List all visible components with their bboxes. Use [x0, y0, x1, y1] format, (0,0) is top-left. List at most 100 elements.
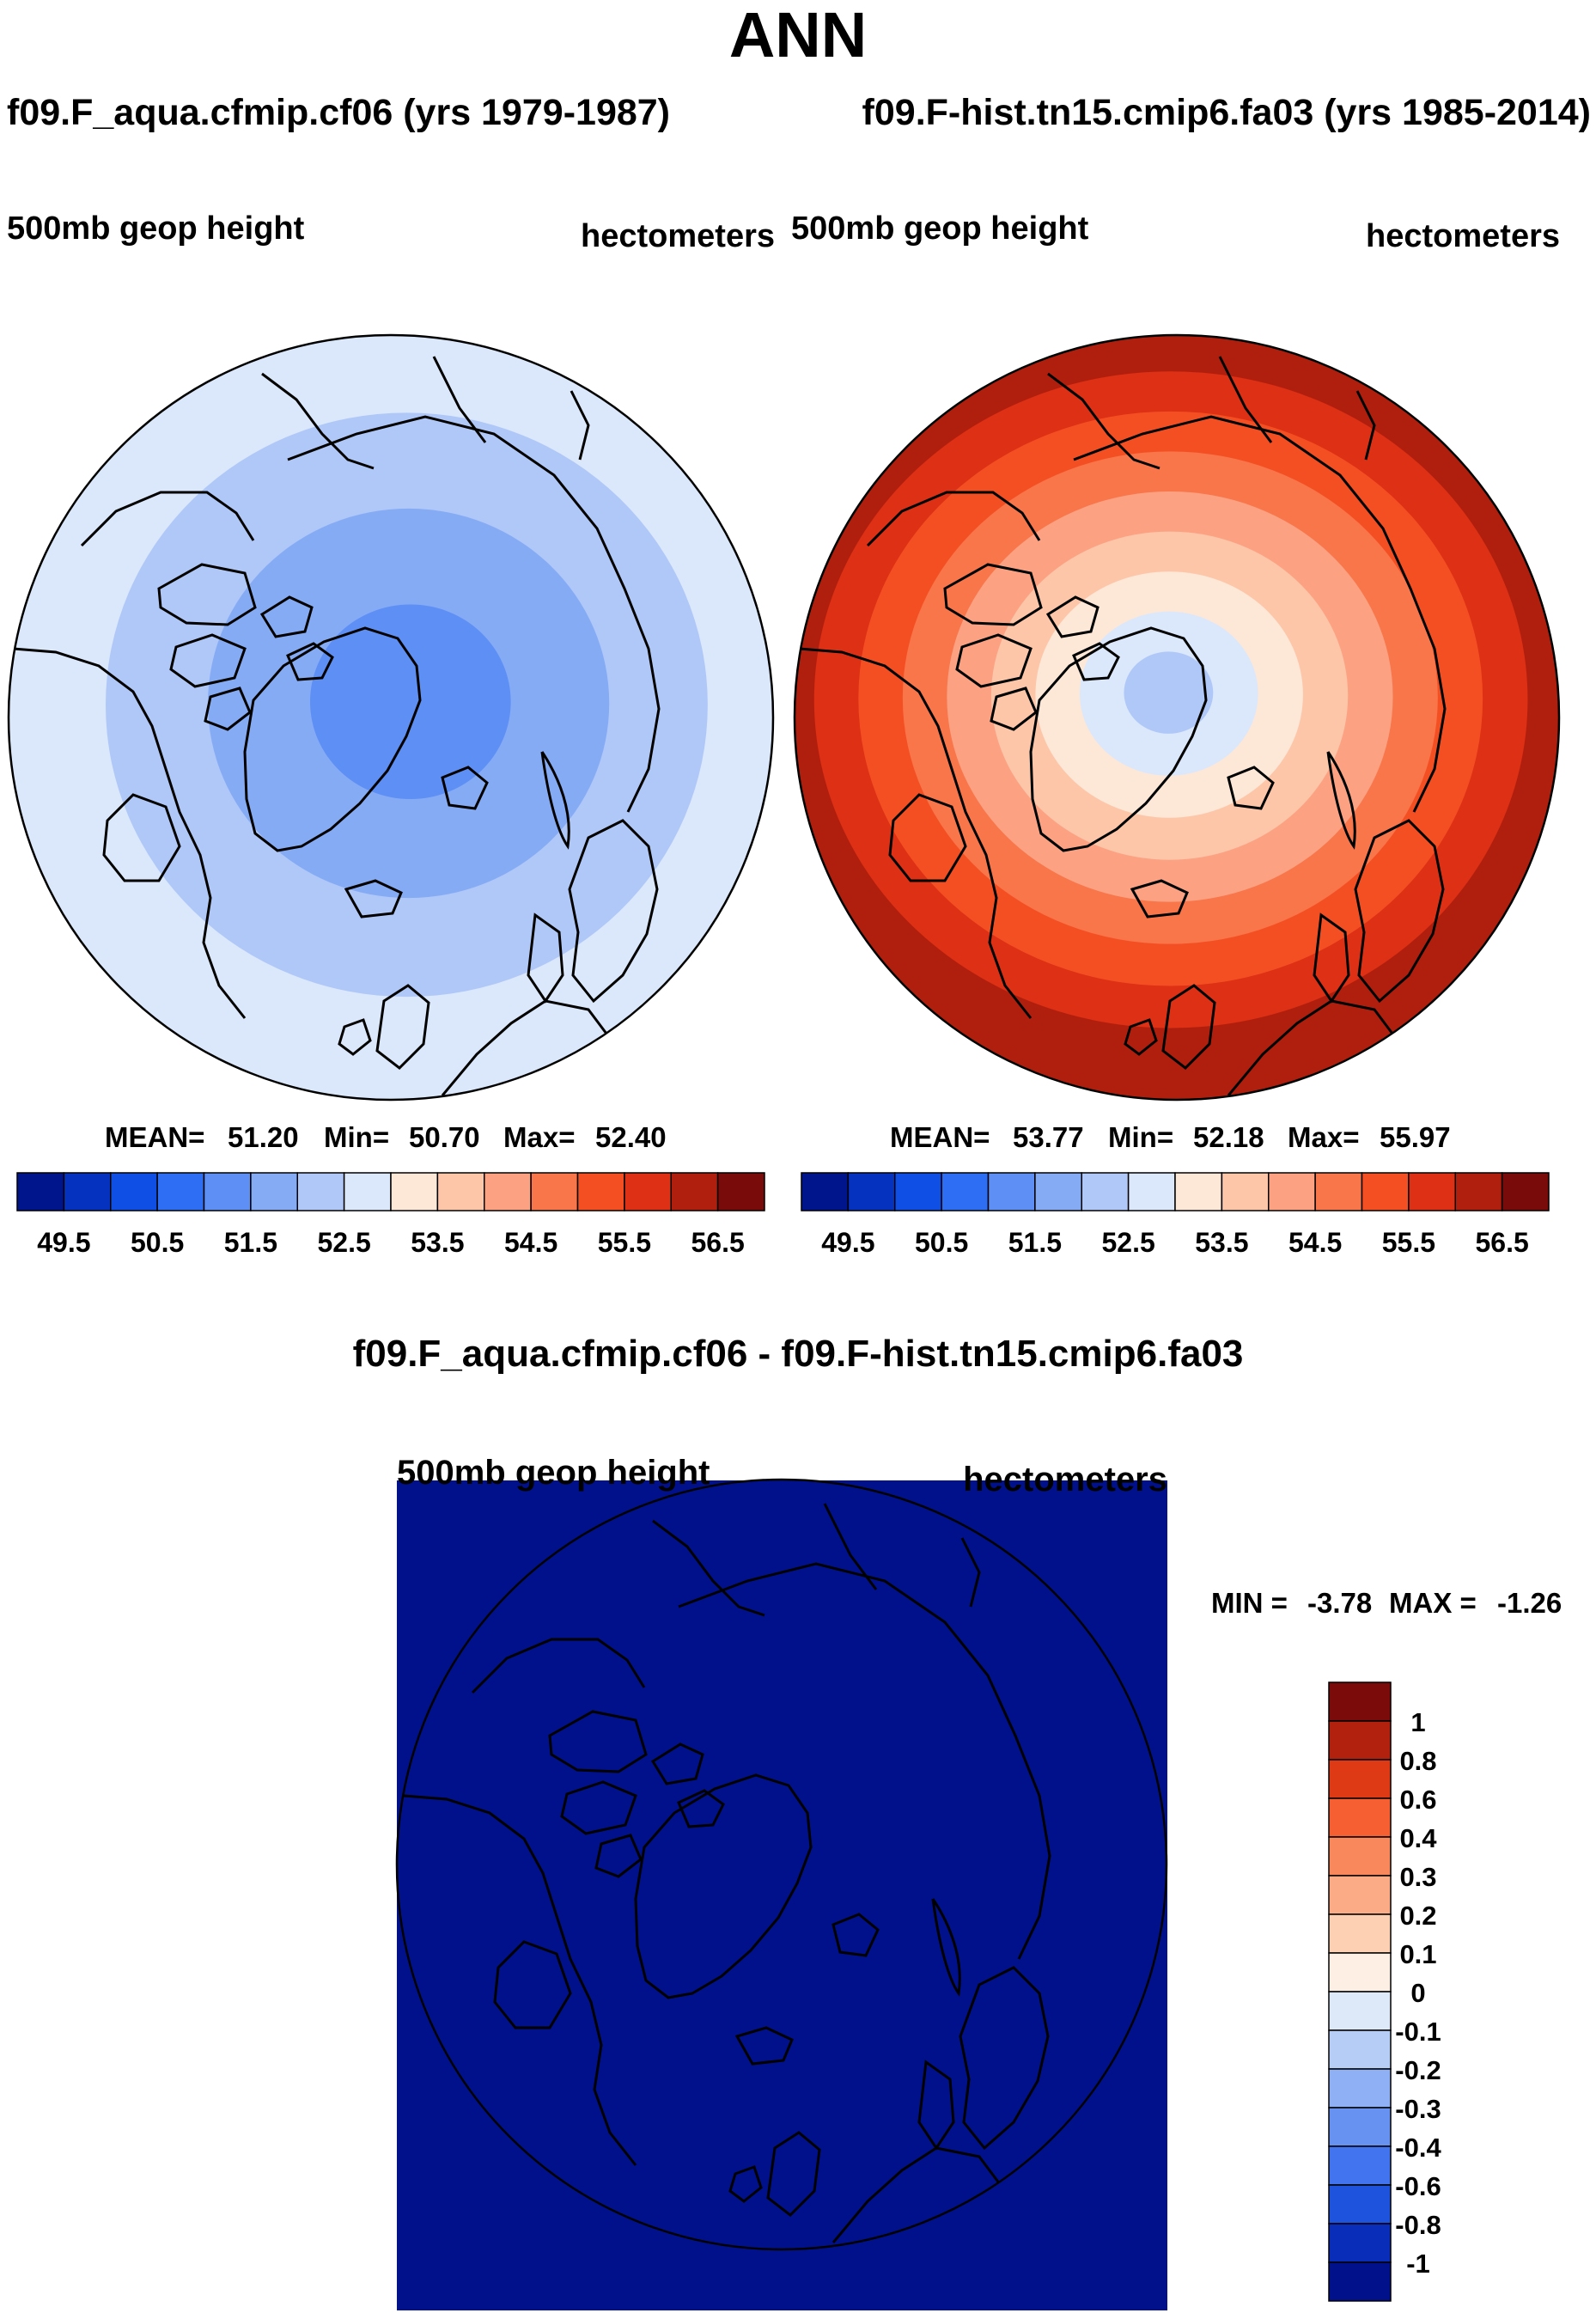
colorbar-segment: [1328, 1991, 1392, 2031]
colorbar-segment: [436, 1172, 485, 1211]
colorbar-segment: [484, 1172, 532, 1211]
colorbar-tick-label: 1: [1410, 1707, 1425, 1737]
left-mean-value: 51.20: [228, 1121, 299, 1153]
left-units-label: hectometers: [581, 218, 775, 254]
colorbar-segment: [1328, 2261, 1392, 2302]
left-max-value: 52.40: [595, 1121, 667, 1153]
colorbar-tick-label: 0.4: [1399, 1823, 1437, 1853]
colorbar-segment: [1361, 1172, 1410, 1211]
diff-min-label: MIN =: [1211, 1587, 1288, 1619]
colorbar-tick-label: 0.8: [1399, 1746, 1436, 1776]
colorbar-segment: [576, 1172, 625, 1211]
right-max-label: Max=: [1288, 1121, 1359, 1153]
colorbar-segment: [1221, 1172, 1270, 1211]
colorbar-tick-label: 0.1: [1399, 1939, 1436, 1969]
map-panel-diff: [395, 1478, 1168, 2310]
colorbar-segment: [156, 1172, 205, 1211]
colorbar-segment: [1408, 1172, 1456, 1211]
colorbar-tick-label: 53.5: [1195, 1227, 1248, 1258]
colorbar-tick-label: 50.5: [131, 1227, 184, 1258]
left-max-label: Max=: [503, 1121, 575, 1153]
colorbar-tick-label: 50.5: [915, 1227, 968, 1258]
colorbar-segment: [1501, 1172, 1550, 1211]
map-panel-left: [7, 333, 775, 1102]
colorbar-tick-label: 55.5: [1382, 1227, 1435, 1258]
colorbar-right: 49.5 50.5 51.5 52.5 53.5 54.5 55.5 56.5: [801, 1172, 1550, 1258]
colorbar-segment: [250, 1172, 298, 1211]
plot-title: ANN: [728, 0, 868, 70]
colorbar-segment: [1328, 2223, 1392, 2263]
colorbar-tick-label: 53.5: [411, 1227, 464, 1258]
colorbar-segment: [716, 1172, 765, 1211]
right-units-label: hectometers: [1366, 218, 1560, 254]
colorbar-tick-label: 0.3: [1399, 1862, 1436, 1892]
colorbar-segment: [847, 1172, 896, 1211]
colorbar-segment: [296, 1172, 345, 1211]
left-min-label: Min=: [324, 1121, 389, 1153]
diff-map-boundary: [395, 1478, 1168, 2251]
colorbar-segment: [1127, 1172, 1176, 1211]
colorbar-segment: [941, 1172, 990, 1211]
colorbar-segment: [1328, 1797, 1392, 1838]
colorbar-segment: [530, 1172, 579, 1211]
right-max-value: 55.97: [1380, 1121, 1451, 1153]
colorbar-segment: [1328, 2107, 1392, 2147]
colorbar-left: 49.5 50.5 51.5 52.5 53.5 54.5 55.5 56.5: [16, 1172, 765, 1258]
map-panel-right: [793, 333, 1561, 1102]
colorbar-segment: [1314, 1172, 1363, 1211]
right-min-value: 52.18: [1193, 1121, 1264, 1153]
diff-min-value: -3.78: [1307, 1587, 1372, 1619]
right-mean-label: MEAN=: [890, 1121, 990, 1153]
right-min-label: Min=: [1108, 1121, 1173, 1153]
diff-max-value: -1.26: [1497, 1587, 1562, 1619]
colorbar-segment: [1034, 1172, 1082, 1211]
colorbar-tick-label: -0.6: [1395, 2171, 1441, 2201]
colorbar-tick-label: -0.1: [1395, 2017, 1441, 2047]
diff-field-fill: [397, 1480, 1167, 2310]
colorbar-tick-label: 54.5: [1288, 1227, 1342, 1258]
colorbar-tick-label: 52.5: [317, 1227, 370, 1258]
right-mean-value: 53.77: [1013, 1121, 1084, 1153]
colorbar-segment: [1328, 1952, 1392, 1993]
colorbar-segment: [1328, 1681, 1392, 1722]
colorbar-tick-label: -0.8: [1395, 2210, 1441, 2240]
colorbar-diff: 1 0.8 0.6 0.4 0.3 0.2 0.1 0 -0.1 -0.2 -0.3 -0.4 -0.6…: [1328, 1681, 1441, 2302]
colorbar-segment: [1328, 2145, 1392, 2186]
colorbar-tick-label: 56.5: [691, 1227, 744, 1258]
colorbar-segment: [1081, 1172, 1130, 1211]
left-min-value: 50.70: [409, 1121, 480, 1153]
left-variable-label: 500mb geop height: [7, 211, 305, 247]
diff-units-label: hectometers: [963, 1461, 1167, 1498]
colorbar-segment: [203, 1172, 252, 1211]
colorbar-tick-label: 51.5: [224, 1227, 277, 1258]
colorbar-segment: [16, 1172, 65, 1211]
colorbar-segment: [670, 1172, 719, 1211]
colorbar-segment: [63, 1172, 112, 1211]
map-boundary: [793, 333, 1561, 1102]
colorbar-tick-label: -0.4: [1395, 2133, 1441, 2163]
field-band: [310, 604, 511, 800]
colorbar-tick-label: 0.2: [1399, 1901, 1436, 1931]
colorbar-segment: [1328, 1913, 1392, 1954]
colorbar-segment: [110, 1172, 158, 1211]
colorbar-segment: [1328, 2029, 1392, 2070]
colorbar-segment: [1328, 1875, 1392, 1915]
colorbar-tick-label: 52.5: [1101, 1227, 1154, 1258]
diff-max-label: MAX =: [1389, 1587, 1477, 1619]
colorbar-segment: [1328, 2068, 1392, 2109]
colorbar-segment: [1454, 1172, 1503, 1211]
colorbar-segment: [1328, 1836, 1392, 1877]
colorbar-tick-label: 51.5: [1008, 1227, 1062, 1258]
colorbar-tick-label: 0: [1410, 1978, 1425, 2008]
diff-variable-label: 500mb geop height: [397, 1454, 710, 1492]
colorbar-tick-label: 55.5: [598, 1227, 651, 1258]
left-case-title: f09.F_aqua.cfmip.cf06 (yrs 1979-1987): [7, 92, 670, 133]
colorbar-segment: [1268, 1172, 1316, 1211]
colorbar-segment: [343, 1172, 392, 1211]
colorbar-tick-label: -1: [1406, 2249, 1430, 2279]
field-band: [1124, 651, 1214, 734]
colorbar-tick-label: 49.5: [37, 1227, 90, 1258]
colorbar-tick-label: -0.2: [1395, 2055, 1441, 2085]
map-boundary: [7, 333, 775, 1102]
